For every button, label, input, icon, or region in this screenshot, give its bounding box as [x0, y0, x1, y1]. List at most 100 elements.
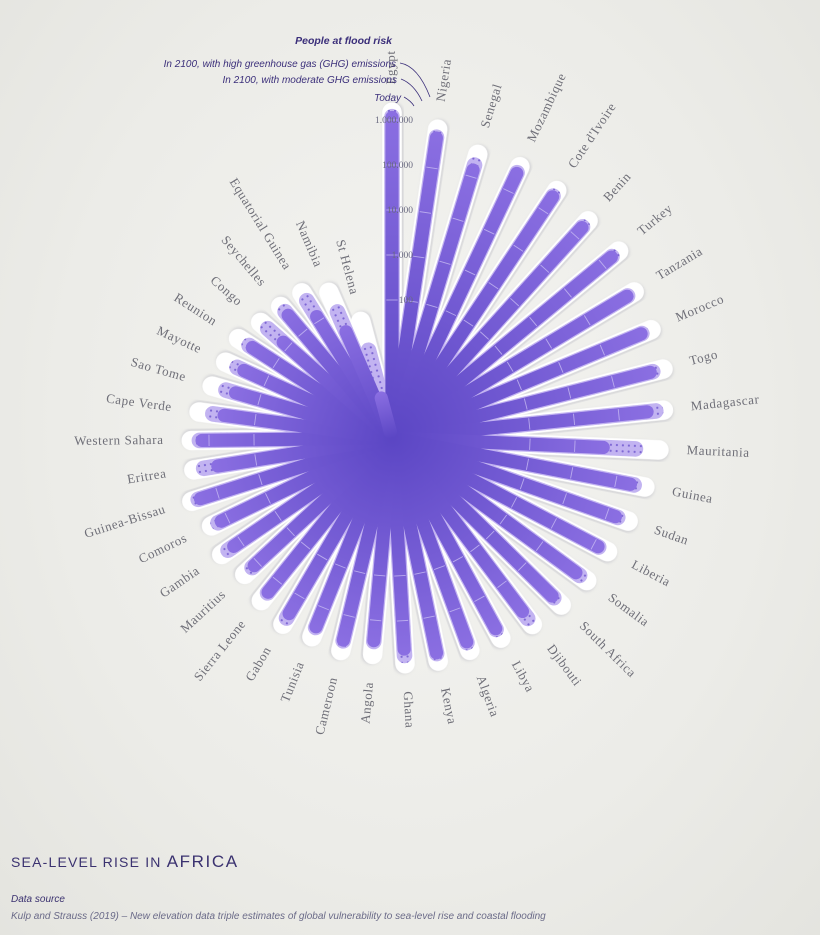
label-western-sahara: Western Sahara — [74, 432, 163, 448]
tick-notch — [497, 580, 507, 589]
label-angola: Angola — [357, 681, 376, 724]
tick-notch — [334, 563, 346, 569]
tick-notch — [452, 556, 464, 563]
tick-notch — [254, 413, 257, 426]
label-south-africa: South Africa — [577, 618, 640, 680]
tick-notch — [573, 413, 576, 426]
tick-notch — [523, 398, 528, 410]
bar-today-tunisia — [309, 437, 397, 634]
tick-notch — [574, 440, 576, 452]
bar-today-cote-d-ivoire — [389, 190, 560, 440]
tick-notch — [373, 574, 386, 577]
bar-today-nigeria — [386, 131, 443, 439]
bar-today-sao-tome — [228, 386, 393, 443]
legend-title: People at flood risk — [295, 35, 393, 47]
label-somalia: Somalia — [606, 590, 653, 630]
legend-item-moderate: In 2100, with moderate GHG emissions — [222, 75, 397, 86]
tick-notch — [298, 328, 308, 337]
tick-notch — [470, 544, 480, 553]
tick-notch — [423, 615, 435, 619]
tick-notch — [558, 361, 564, 373]
tick-notch — [529, 316, 538, 327]
source-label: Data source — [11, 894, 65, 905]
tick-notch — [583, 315, 591, 326]
tick-notch — [528, 418, 531, 430]
title-region: AFRICA — [166, 852, 239, 871]
bar-today-st-helena — [374, 391, 397, 439]
bar-today-libya — [388, 437, 503, 636]
tick-notch — [483, 228, 495, 235]
legend-leader-today — [403, 96, 415, 107]
bar-today-somalia — [390, 435, 583, 580]
label-togo: Togo — [688, 346, 720, 368]
tick-notch — [413, 255, 425, 259]
label-sao-tome: Sao Tome — [129, 354, 188, 384]
tick-notch — [419, 211, 432, 214]
tick-notch — [465, 174, 477, 179]
tick-notch — [224, 512, 231, 524]
tick-notch — [464, 269, 476, 276]
label-ghana: Ghana — [401, 691, 418, 729]
bar-today-mauritius — [247, 435, 394, 573]
label-comoros: Comoros — [136, 530, 189, 566]
tick-notch — [503, 188, 514, 194]
bar-today-senegal — [387, 163, 480, 439]
tick-notch — [570, 467, 574, 479]
label-liberia: Liberia — [629, 557, 673, 590]
axis-tick-100: 100 — [399, 296, 414, 306]
bar-today-djibouti — [389, 436, 530, 619]
tick-notch — [354, 570, 366, 574]
tick-notch — [314, 317, 325, 325]
tick-notch — [439, 260, 451, 265]
label-gambia: Gambia — [157, 563, 202, 601]
tick-notch — [479, 331, 490, 340]
tick-notch — [317, 553, 328, 561]
tick-notch — [300, 541, 311, 550]
tick-notch — [598, 259, 607, 269]
bar-today-cameroon — [336, 437, 398, 647]
tick-notch — [545, 338, 553, 349]
tick-notch — [599, 344, 605, 356]
tick-notch — [570, 231, 580, 240]
label-nigeria: Nigeria — [433, 58, 454, 103]
source-text: Kulp and Strauss (2019) – New elevation … — [11, 911, 546, 922]
tick-notch — [343, 614, 355, 618]
tick-notch — [499, 514, 508, 525]
tick-notch — [511, 497, 518, 508]
tick-notch — [294, 592, 305, 600]
tick-notch — [604, 508, 610, 520]
tick-notch — [449, 607, 461, 613]
bar-today-south-africa — [390, 436, 559, 603]
tick-notch — [253, 557, 262, 567]
tick-notch — [426, 166, 438, 170]
bar-today-cape-verde — [217, 408, 393, 444]
bar-today-sierra-leone — [261, 436, 395, 599]
label-senegal: Senegal — [477, 82, 504, 130]
label-namibia: Namibia — [293, 218, 326, 269]
label-kenya: Kenya — [438, 686, 460, 725]
tick-notch — [433, 565, 445, 570]
label-turkey: Turkey — [634, 201, 675, 238]
tick-notch — [318, 605, 330, 611]
axis-tick-100000: 100.000 — [382, 161, 413, 171]
tick-notch — [445, 310, 457, 317]
bar-today-guinea — [391, 432, 638, 491]
label-st-helena: St Helena — [333, 238, 362, 296]
legend-leader-high — [399, 62, 431, 98]
tick-notch — [517, 562, 527, 571]
bar-today-mayotte — [237, 363, 393, 442]
tick-notch — [563, 288, 572, 298]
tick-notch — [272, 357, 280, 369]
tick-notch — [488, 282, 499, 290]
tick-notch — [254, 454, 258, 466]
label-reunion: Reunion — [171, 290, 220, 329]
label-guinea: Guinea — [671, 483, 714, 506]
tick-notch — [535, 541, 544, 551]
tick-notch — [474, 595, 485, 602]
bar-today-egypt — [385, 110, 399, 438]
value-axis: 100 1.000 10.000 100.000 1.000.000 — [375, 116, 413, 306]
label-morocco: Morocco — [673, 291, 726, 325]
bar-today-benin — [389, 220, 589, 440]
label-mauritania: Mauritania — [686, 442, 750, 460]
